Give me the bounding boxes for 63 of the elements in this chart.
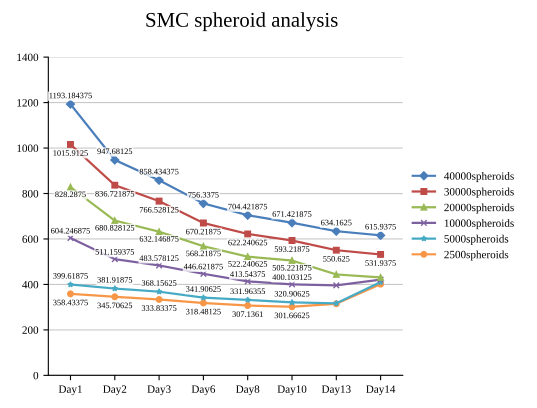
data-label: 858.434375 <box>140 168 179 174</box>
data-label: 632.146875 <box>140 236 179 242</box>
data-label: 399.61875 <box>53 273 88 279</box>
x-tick-label: Day13 <box>322 385 351 396</box>
data-label: 320.90625 <box>274 290 310 297</box>
x-tick-label: Day2 <box>103 385 126 396</box>
data-label: 568.21875 <box>186 250 221 256</box>
data-label: 756.3375 <box>188 192 219 198</box>
data-label: 511.159375 <box>96 249 134 255</box>
data-label: 413.54375 <box>230 271 266 277</box>
x-tick-label: Day6 <box>192 385 216 396</box>
data-label: 522.240625 <box>228 261 268 267</box>
data-label: 331.96355 <box>230 288 266 294</box>
y-tick-label: 600 <box>22 235 38 243</box>
x-tick-label: Day1 <box>58 385 82 396</box>
data-label: 622.240625 <box>228 240 268 246</box>
legend-label: 20000spheroids <box>444 203 514 214</box>
x-tick-label: Day3 <box>147 385 171 396</box>
y-tick-label: 1200 <box>17 99 38 107</box>
legend-label: 40000spheroids <box>444 172 514 182</box>
data-label: 670.21875 <box>186 228 221 234</box>
data-label: 358.43375 <box>53 300 88 306</box>
data-label: 531.9375 <box>365 260 396 266</box>
data-label: 766.528125 <box>140 206 179 213</box>
data-label: 604.246875 <box>51 228 90 234</box>
data-label: 634.1625 <box>321 220 352 226</box>
data-label: 483.578125 <box>139 255 179 261</box>
y-tick-label: 800 <box>22 190 38 198</box>
data-label: 341.90625 <box>186 286 221 292</box>
data-label: 615.9375 <box>365 224 396 230</box>
legend-label: 10000spheroids <box>444 219 514 230</box>
data-label: 505.221875 <box>272 264 312 271</box>
data-label: 1193.184375 <box>49 92 92 98</box>
data-label: 381.91875 <box>97 277 132 283</box>
x-tick-label: Day8 <box>236 385 260 396</box>
data-label: 680.828125 <box>95 225 134 231</box>
x-tick-label: Day14 <box>366 385 396 396</box>
data-label: 836.721875 <box>95 190 134 197</box>
data-label: 593.21875 <box>274 246 310 252</box>
y-tick-label: 1400 <box>17 54 38 62</box>
data-label: 1015.9125 <box>54 150 88 156</box>
data-label: 345.70625 <box>97 302 132 308</box>
data-label: 446.621875 <box>184 264 223 270</box>
data-label: 400.103125 <box>272 274 312 280</box>
y-tick-label: 200 <box>22 326 38 334</box>
legend-label: 30000spheroids <box>444 188 514 198</box>
data-label: 947.68125 <box>97 148 132 154</box>
chart-title: SMC spheroid analysis <box>146 12 338 32</box>
y-tick-label: 1000 <box>17 144 38 152</box>
data-label: 307.1361 <box>232 311 263 317</box>
data-label: 550.625 <box>323 256 350 262</box>
data-label: 318.48125 <box>186 308 221 314</box>
x-tick-label: Day10 <box>278 385 306 396</box>
data-label: 828.2875 <box>55 191 86 198</box>
y-tick-label: 400 <box>22 280 38 288</box>
data-label: 368.15625 <box>142 280 176 286</box>
legend-label: 2500spheroids <box>444 250 508 261</box>
data-label: 704.421875 <box>228 204 268 210</box>
y-tick-label: 0 <box>33 372 38 380</box>
data-label: 671.421875 <box>272 211 312 217</box>
data-label: 333.83375 <box>142 305 176 311</box>
legend-label: 5000spheroids <box>444 234 508 245</box>
data-label: 301.66625 <box>274 312 310 318</box>
